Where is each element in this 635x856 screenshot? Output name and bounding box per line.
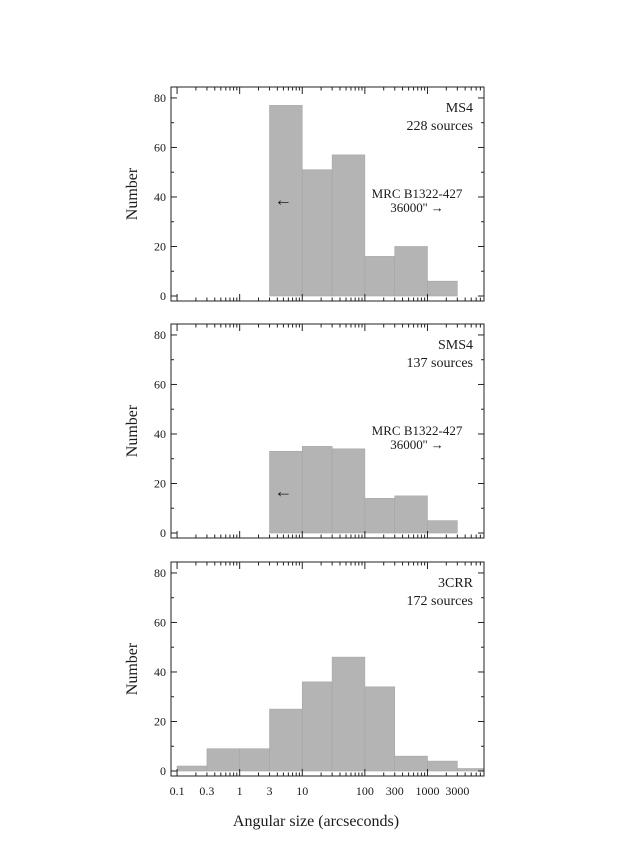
y-tick-label: 0 [160,526,166,540]
x-tick-label: 3000 [445,784,469,798]
histogram-bar [364,256,396,297]
y-tick-label: 60 [154,140,166,154]
source-count-label: 172 sources [407,594,474,609]
y-tick-label: 0 [160,289,166,303]
histogram-bar [427,520,458,534]
histogram-bar [394,755,428,772]
left-arrow-icon: ← [274,481,292,501]
plot-frame [170,86,485,302]
source-count-label: 228 sources [407,119,474,134]
y-axis-label: Number [124,404,141,457]
histogram-bar [364,686,396,772]
y-tick-label: 20 [154,239,166,253]
histogram-bar [301,169,333,297]
histogram-bar [239,748,270,772]
panel-label: MS4 [446,101,473,116]
y-tick-label: 20 [154,476,166,490]
note-source-size: 36000'' → [390,437,443,452]
histogram-bar [427,760,458,772]
histogram-bar [427,280,458,297]
histogram-bar [364,498,396,534]
y-tick-label: 80 [154,566,166,580]
histogram-bar [331,154,366,297]
histogram-panel-3crr: 0 20 40 60 80 Number 3CRR 172 sources 0.1 0.3 1 3 10… [124,561,485,798]
histogram-bar [269,708,303,772]
y-axis-label: Number [124,642,141,695]
panel-label: SMS4 [438,338,473,353]
x-tick-label: 0.1 [170,784,185,798]
left-arrow-icon: ← [274,189,292,209]
plot-frame [170,323,485,539]
x-tick-label: 1000 [415,784,439,798]
histogram-bar [301,446,333,534]
x-axis-label: Angular size (arcseconds) [233,813,399,830]
note-source-size: 36000'' → [390,200,443,215]
x-tick-label: 1 [237,784,243,798]
note-source-name: MRC B1322-427 [372,423,463,438]
y-tick-label: 80 [154,91,166,105]
histogram-panel-ms4: 0 20 40 60 80 Number MS4 228 sources MRC B1322-4… [124,86,485,303]
x-tick-label: 0.3 [199,784,214,798]
x-tick-label: 100 [356,784,374,798]
histogram-bar [394,495,428,534]
y-tick-label: 80 [154,328,166,342]
histogram-bar [331,448,366,534]
y-tick-label: 20 [154,714,166,728]
histogram-bar [301,681,333,772]
x-tick-label: 300 [386,784,404,798]
y-tick-label: 40 [154,190,166,204]
y-tick-label: 0 [160,764,166,778]
histogram-bar [331,656,366,772]
y-tick-label: 60 [154,377,166,391]
y-tick-label: 40 [154,427,166,441]
histogram-bar [394,246,428,297]
histogram-bar [176,765,208,772]
histogram-panel-sms4: 0 20 40 60 80 Number SMS4 137 sources MRC B1322-… [124,323,485,540]
note-source-name: MRC B1322-427 [372,186,463,201]
source-count-label: 137 sources [407,356,474,371]
x-tick-label: 3 [267,784,273,798]
plot-frame [170,561,485,777]
panel-label: 3CRR [438,576,474,591]
histogram-bar [269,450,303,534]
y-tick-label: 40 [154,665,166,679]
histogram-bar [269,105,303,297]
histogram-bar [206,748,240,772]
y-axis-label: Number [124,167,141,220]
y-tick-label: 60 [154,615,166,629]
x-tick-label: 10 [296,784,308,798]
